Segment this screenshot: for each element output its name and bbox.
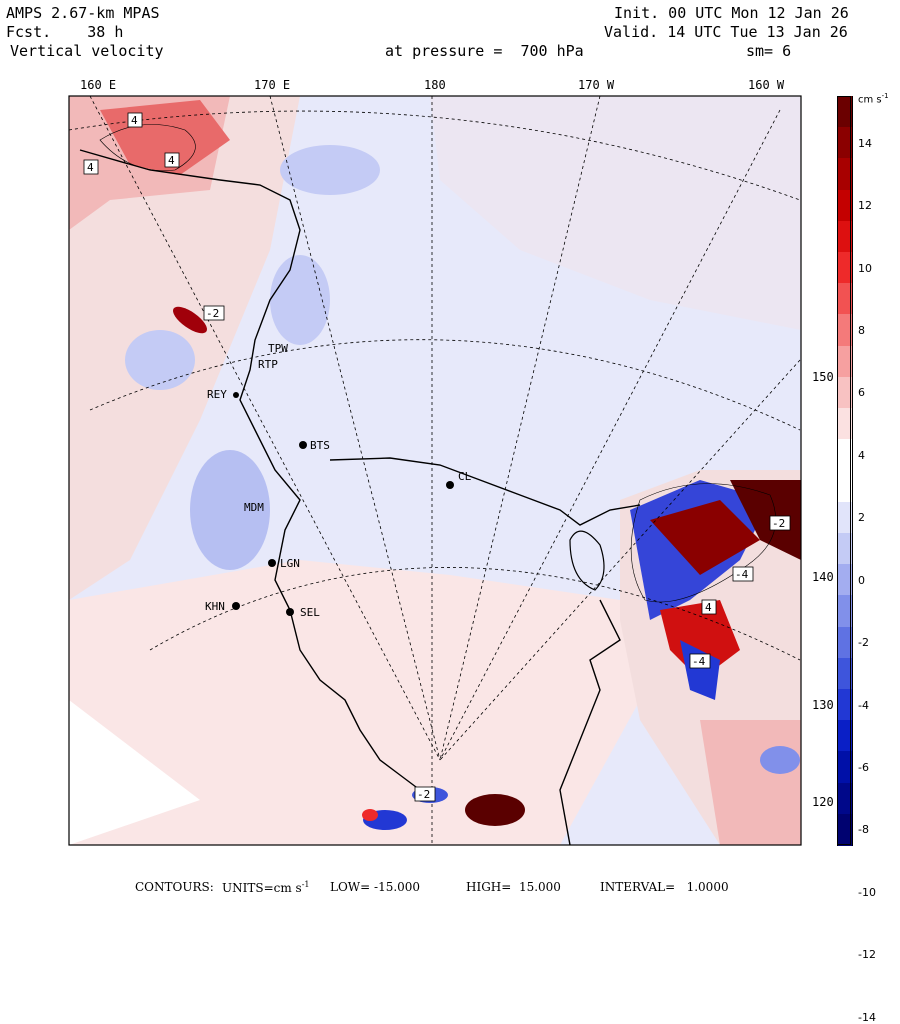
updraft-patch-bottom [465, 794, 525, 826]
colorbar-tick-label: -6 [858, 760, 869, 774]
map-field [69, 96, 801, 845]
contour-label-6: -2 [772, 517, 785, 530]
contour-label-3: 4 [168, 154, 175, 167]
updraft-streak-1 [172, 306, 208, 334]
station-label-sel: SEL [300, 606, 320, 619]
station-label-tpw: TPW [268, 342, 288, 355]
footer-contours: CONTOURS: [135, 880, 214, 894]
station-label-rey: REY [207, 388, 227, 401]
contour-label-2: -2 [206, 307, 219, 320]
station-label-mdm: MDM [244, 501, 264, 514]
station-label-rtp: RTP [258, 358, 278, 371]
station-markers [232, 392, 454, 616]
meridian-1 [89, 96, 441, 761]
contour-label-5: 4 [705, 601, 712, 614]
contour-value-labels: 4 -2 4 -4 4 -2 -4 -2 4 [83, 112, 791, 802]
colorbar-tick-label: 0 [858, 573, 865, 587]
lon-label-170w: 170 W [578, 78, 615, 92]
field-name: Vertical velocity [10, 42, 164, 60]
pink-region-south [69, 560, 640, 845]
station-dot-khn [232, 602, 240, 610]
strong-updraft-ne-edge [730, 480, 801, 560]
station-label-khn: KHN [205, 600, 225, 613]
contour-label-7: -4 [692, 655, 706, 668]
lon-label-180: 180 [424, 78, 446, 92]
colorbar-tick-label: -10 [858, 885, 876, 899]
colorbar-tick-label: -2 [858, 636, 869, 650]
grounding-line-east [559, 599, 621, 845]
downdraft-patch-2 [125, 330, 195, 390]
lon-label-160e: 160 E [80, 78, 117, 92]
colorbar-tick-label: 6 [858, 386, 865, 400]
colorbar-tick-label: -4 [858, 698, 869, 712]
downdraft-patch-se [760, 746, 800, 774]
station-dot-cl [446, 481, 454, 489]
colorbar-tick-label: 4 [858, 448, 865, 462]
init-time: Init. 00 UTC Mon 12 Jan 26 [614, 4, 849, 22]
pressure-level: at pressure = 700 hPa [385, 42, 584, 60]
ice-shelf-front [329, 457, 641, 526]
updraft-dot-bottom [362, 809, 378, 821]
contour-label-1: 4 [131, 114, 138, 127]
colorbar-tick-label: -12 [858, 948, 876, 962]
downdraft-patch-3 [270, 255, 330, 345]
lat-circle-3 [149, 567, 801, 661]
contour-label-8: -2 [417, 788, 430, 801]
contour-label-9: 4 [87, 161, 94, 174]
downdraft-patch-4 [280, 145, 380, 195]
footer-units: UNITS=cm s-1 [222, 880, 310, 895]
station-label-bts: BTS [310, 439, 330, 452]
forecast-hour: Fcst. 38 h [6, 23, 124, 41]
no-data-sw [69, 700, 200, 845]
colorbar-tick-label: 10 [858, 261, 872, 275]
meridian-2 [269, 96, 441, 761]
map-frame [68, 95, 802, 846]
colorbar-tick-label: 8 [858, 324, 865, 338]
colorbar-tick-label: 12 [858, 199, 872, 213]
colorbar-tick-label: -14 [858, 1010, 876, 1024]
footer-high: HIGH= 15.000 [466, 880, 561, 894]
footer-low: LOW= -15.000 [330, 880, 421, 894]
roosevelt-island [569, 530, 605, 591]
vertical-velocity-map: TPW RTP REY BTS CL MDM LGN SEL KHN 4 -2 … [68, 95, 802, 846]
valid-time: Valid. 14 UTC Tue 13 Jan 26 [604, 23, 848, 41]
model-title: AMPS 2.67-km MPAS [6, 4, 160, 22]
contour-label-4: -4 [735, 568, 749, 581]
strong-updraft-east-1 [650, 500, 760, 575]
coastline-west [79, 149, 421, 791]
smoothing: sm= 6 [746, 42, 792, 60]
footer-interval: INTERVAL= 1.0000 [600, 880, 729, 894]
colorbar-tick-label: 14 [858, 136, 872, 150]
station-dot-lgn [268, 559, 276, 567]
station-dot-sel [286, 608, 294, 616]
meridian-5 [439, 109, 781, 761]
colorbar-tick-label: -8 [858, 823, 869, 837]
station-label-cl: CL [458, 470, 472, 483]
station-label-lgn: LGN [280, 557, 300, 570]
station-dot-rey [233, 392, 239, 398]
downdraft-patch-1 [190, 450, 270, 570]
colorbar-frame [837, 96, 851, 845]
colorbar-tick-label: 2 [858, 511, 865, 525]
colorbar-units: cm s-1 [858, 92, 889, 106]
mixed-region-ne [430, 96, 801, 330]
lon-label-170e: 170 E [254, 78, 291, 92]
lon-label-160w: 160 W [748, 78, 785, 92]
station-dot-bts [299, 441, 307, 449]
lat-circle-2 [89, 339, 801, 431]
